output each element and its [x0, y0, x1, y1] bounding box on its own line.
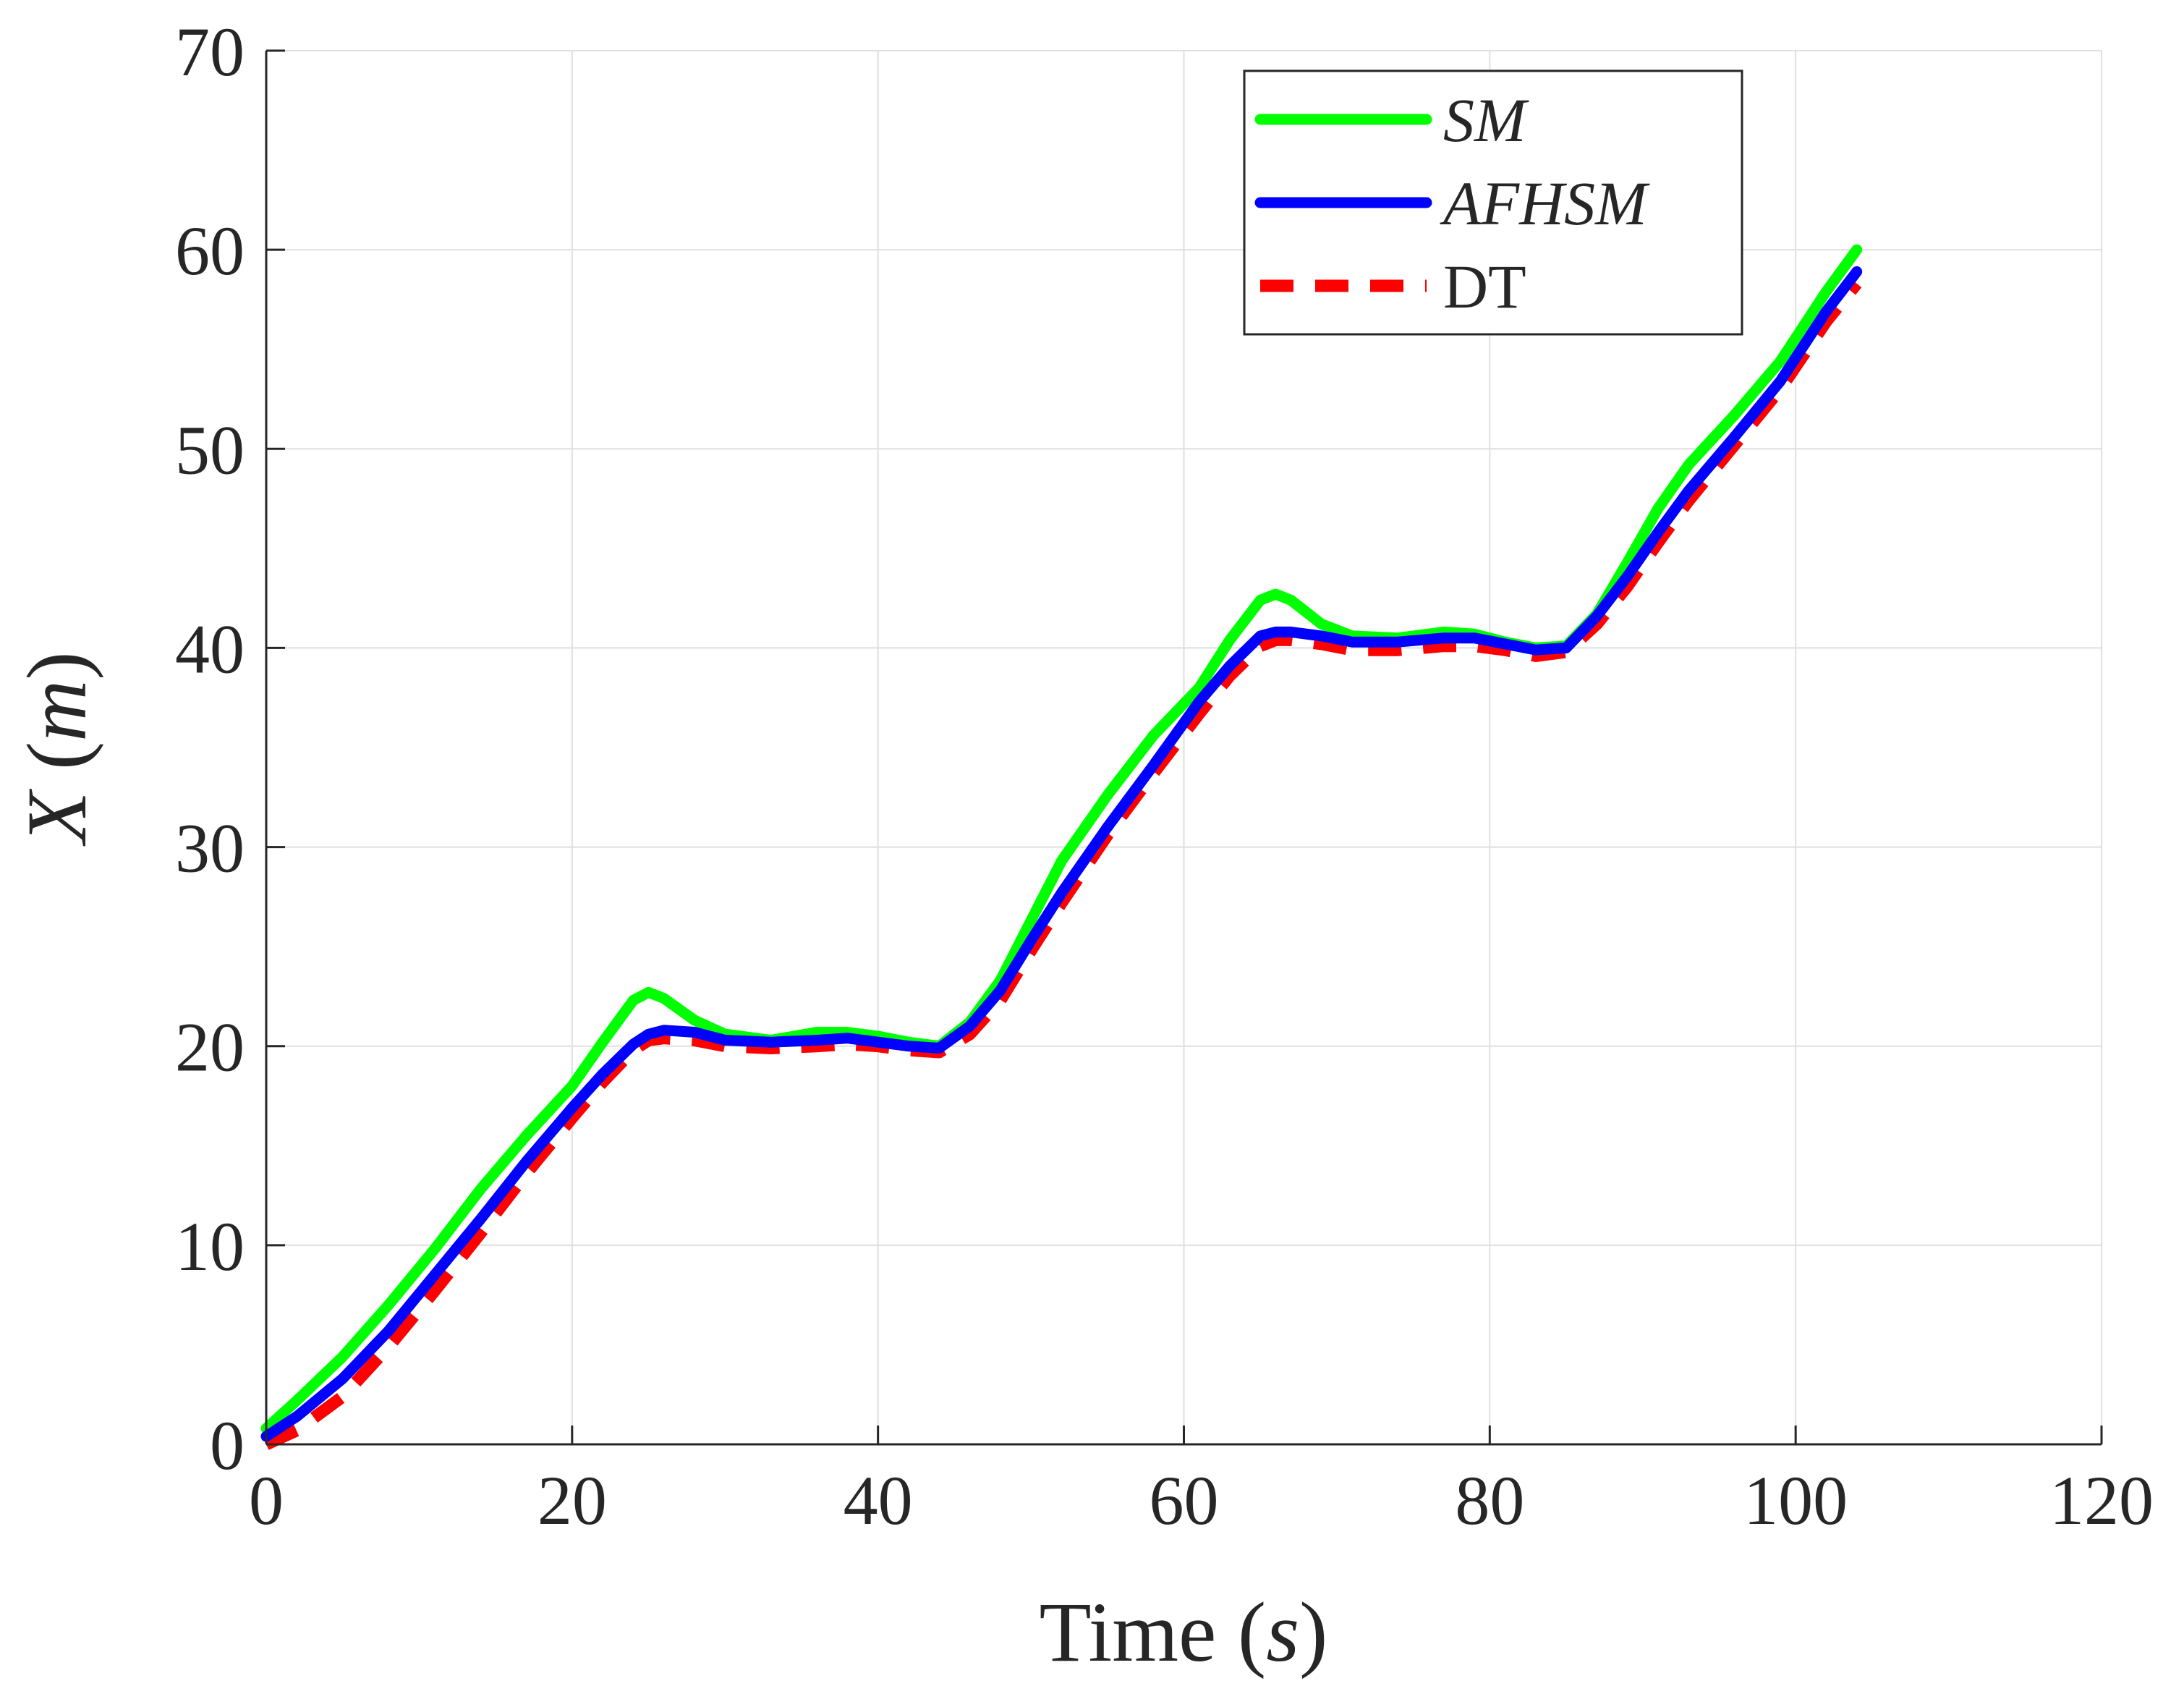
- y-tick-label: 20: [175, 1009, 245, 1086]
- x-tick-label: 120: [2049, 1462, 2154, 1539]
- legend-label-afhsm: AFHSM: [1440, 169, 1650, 238]
- tick-labels: 0 20 40 60 80 100 120 0 10 20 30 40 50 60 70: [175, 13, 2154, 1539]
- x-tick-label: 20: [537, 1462, 607, 1539]
- legend-label-sm: SM: [1443, 85, 1529, 155]
- y-tick-label: 60: [175, 212, 245, 289]
- x-tick-label: 40: [844, 1462, 913, 1539]
- x-tick-label: 100: [1743, 1462, 1848, 1539]
- y-tick-label: 30: [175, 810, 245, 887]
- x-axis-label: Time (s): [1040, 1585, 1328, 1680]
- y-axis-label: X (m): [9, 651, 104, 846]
- x-tick-label: 0: [249, 1462, 284, 1539]
- y-tick-label: 40: [175, 610, 245, 687]
- y-tick-label: 0: [210, 1407, 245, 1484]
- series-line-afhsm: [260, 266, 1863, 1442]
- y-tick-label: 50: [175, 411, 245, 488]
- x-tick-label: 60: [1150, 1462, 1219, 1539]
- axes: [265, 49, 2103, 1446]
- legend-label-dt: DT: [1443, 252, 1526, 321]
- x-tick-label: 80: [1455, 1462, 1524, 1539]
- legend: SM AFHSM DT: [1243, 69, 1743, 336]
- y-tick-label: 10: [175, 1208, 245, 1285]
- y-tick-label: 70: [175, 13, 245, 90]
- data-series: [260, 244, 1863, 1450]
